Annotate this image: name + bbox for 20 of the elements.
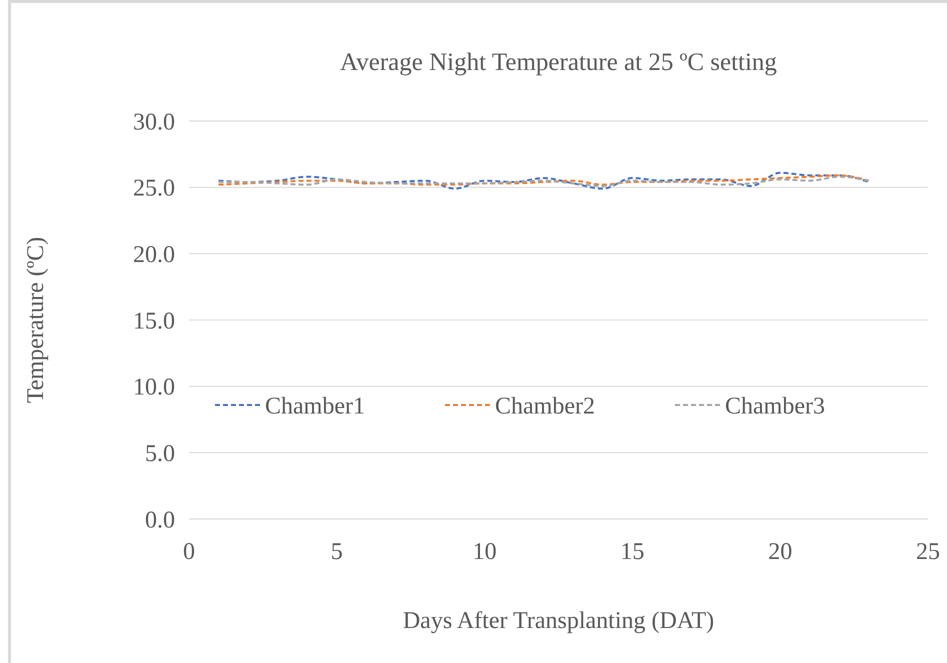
y-tick-label: 30.0 (133, 109, 175, 136)
legend-label: Chamber2 (495, 393, 595, 420)
y-tick-label: 25.0 (133, 176, 175, 202)
chart-title: Average Night Temperature at 25 ºC setting (340, 49, 778, 76)
x-axis-title: Days After Transplanting (DAT) (402, 608, 714, 634)
x-tick-label: 0 (183, 539, 195, 565)
y-tick-label: 0.0 (145, 507, 175, 534)
x-tick-label: 10 (472, 539, 497, 565)
y-axis-title: Temperature (ºC) (23, 236, 49, 404)
y-tick-label: 5.0 (145, 441, 175, 468)
legend-label: Chamber3 (725, 393, 825, 420)
y-tick-label: 15.0 (133, 308, 175, 334)
x-tick-label: 5 (330, 539, 343, 565)
y-tick-label: 10.0 (133, 374, 175, 401)
y-tick-label: 20.0 (133, 242, 175, 268)
legend-label: Chamber1 (265, 393, 365, 420)
x-tick-label: 20 (768, 539, 792, 565)
x-tick-label: 15 (620, 539, 644, 565)
line-series (218, 172, 870, 190)
x-tick-label: 25 (916, 539, 940, 565)
